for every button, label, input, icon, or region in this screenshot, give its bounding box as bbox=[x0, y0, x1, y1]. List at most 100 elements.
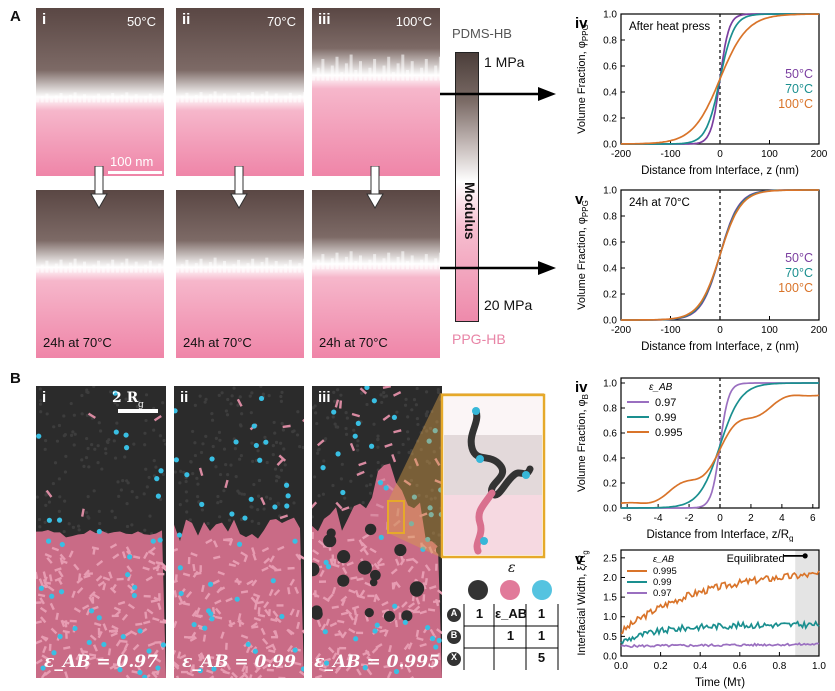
y-axis-label: Volume Fraction, φPPG bbox=[576, 200, 590, 310]
legend-entry: 70°C bbox=[785, 266, 813, 280]
y-tick-label: 0.2 bbox=[603, 479, 617, 490]
matrix-cell: 1 bbox=[537, 628, 546, 643]
y-tick-label: 1.0 bbox=[603, 379, 617, 390]
afm-temperature-label: 50°C bbox=[126, 14, 156, 29]
modulus-colorbar bbox=[455, 52, 479, 322]
x-tick-label: 0 bbox=[717, 325, 723, 336]
x-tick-label: -6 bbox=[623, 513, 632, 524]
x-tick-label: -200 bbox=[611, 325, 631, 336]
y-tick-label: 2.0 bbox=[603, 573, 617, 584]
y-tick-label: 1.0 bbox=[603, 612, 617, 623]
afm-map-tile: 24h at 70°C bbox=[312, 190, 440, 358]
legend-entry: 0.995 bbox=[655, 427, 683, 439]
plot-annotation: After heat press bbox=[629, 21, 710, 33]
afm-map-tile: 24h at 70°C bbox=[36, 190, 164, 358]
series-line-0 bbox=[620, 570, 820, 635]
panel-b-letter: B bbox=[10, 370, 21, 387]
equilibrated-annotation: Equilibrated bbox=[727, 553, 785, 565]
legend-entry: 0.99 bbox=[655, 412, 676, 424]
legend-entry: 0.97 bbox=[653, 588, 672, 599]
epsilon-ab-label: ε_AB = 0.995 bbox=[314, 652, 440, 672]
afm-map-tile: iii 100°C bbox=[312, 8, 440, 176]
zoom-inset bbox=[387, 393, 546, 559]
y-tick-label: 0.0 bbox=[603, 504, 617, 515]
y-tick-label: 0.6 bbox=[603, 62, 617, 73]
matrix-cell: 1 bbox=[475, 606, 484, 621]
y-tick-label: 1.0 bbox=[603, 10, 617, 21]
colorbar-max: 1 MPa bbox=[484, 54, 525, 70]
legend-entry: 100°C bbox=[778, 97, 813, 111]
plot-a-v: -200 -100 0 100 200 0.0 0.2 0.4 0.6 0.8 1.0 Distanc… bbox=[575, 186, 828, 354]
afm-roman-label: ii bbox=[182, 11, 191, 28]
x-tick-label: -100 bbox=[660, 325, 680, 336]
plot-b-iv: -6 -4 -2 0 2 4 6 0.0 0.2 0.4 0.6 0.8 1.0 Distance fro… bbox=[575, 377, 820, 542]
y-tick-label: 0.6 bbox=[603, 238, 617, 249]
y-tick-label: 0.2 bbox=[603, 290, 617, 301]
panel-a-letter: A bbox=[10, 8, 21, 25]
down-arrow-icon bbox=[230, 166, 248, 210]
series-line-1 bbox=[620, 619, 820, 645]
x-tick-label: 2 bbox=[748, 513, 754, 524]
x-axis-label: Distance from Interface, z (nm) bbox=[641, 165, 799, 177]
legend-entry: 100°C bbox=[778, 281, 813, 295]
x-tick-label: 6 bbox=[810, 513, 816, 524]
plot-roman-label: v bbox=[575, 191, 584, 208]
x-tick-label: 0.4 bbox=[693, 661, 707, 672]
y-tick-label: 0.4 bbox=[603, 264, 617, 275]
series-line-1 bbox=[621, 382, 819, 509]
snapshot-roman-label: i bbox=[42, 389, 47, 406]
y-axis-label: Interfacial Width, ξ/Rg bbox=[576, 550, 590, 655]
y-tick-label: 1.0 bbox=[603, 186, 617, 197]
matrix-row-label: X bbox=[450, 652, 457, 662]
afm-map-tile: i 50°C bbox=[36, 8, 164, 176]
y-tick-label: 0.0 bbox=[603, 140, 617, 151]
epsilon-ab-label: ε_AB = 0.99 bbox=[182, 652, 296, 672]
equilibrated-marker bbox=[802, 553, 808, 559]
x-tick-label: -4 bbox=[654, 513, 663, 524]
colorbar-min: 20 MPa bbox=[484, 297, 533, 313]
y-tick-label: 0.4 bbox=[603, 88, 617, 99]
plot-annotation: 24h at 70°C bbox=[629, 197, 690, 209]
afm-map-tile: ii 70°C bbox=[176, 8, 304, 176]
y-axis-label: Volume Fraction, φB bbox=[576, 394, 590, 492]
x-tick-label: 1.0 bbox=[812, 661, 826, 672]
y-tick-label: 0.2 bbox=[603, 114, 617, 125]
y-tick-label: 0.5 bbox=[603, 632, 617, 643]
legend-entry: 0.995 bbox=[653, 566, 677, 577]
scale-bar-subscript: g bbox=[138, 400, 144, 410]
arrow-to-plot-v bbox=[440, 261, 556, 275]
x-tick-label: 100 bbox=[761, 325, 778, 336]
afm-map-tile: 24h at 70°C bbox=[176, 190, 304, 358]
down-arrow-icon bbox=[90, 166, 108, 210]
simulation-snapshot: ii ε_AB = 0.99 bbox=[174, 386, 304, 678]
legend-title: ε_AB bbox=[653, 554, 674, 564]
matrix-row-label: B bbox=[450, 630, 458, 640]
afm-caption: 24h at 70°C bbox=[319, 335, 388, 350]
x-tick-label: 0.6 bbox=[733, 661, 747, 672]
afm-temperature-label: 70°C bbox=[266, 14, 296, 29]
down-arrow-icon bbox=[366, 166, 384, 210]
x-tick-label: 0.0 bbox=[614, 661, 628, 672]
legend-entry: 0.97 bbox=[655, 397, 676, 409]
x-tick-label: 0 bbox=[717, 513, 723, 524]
y-tick-label: 2.5 bbox=[603, 553, 617, 564]
y-tick-label: 0.8 bbox=[603, 212, 617, 223]
afm-temperature-label: 100°C bbox=[395, 14, 432, 29]
scale-bar bbox=[108, 171, 162, 174]
x-axis-label: Time (Mτ) bbox=[695, 677, 745, 689]
bead-b-icon bbox=[500, 580, 520, 600]
colorbar-bottom-label: PPG-HB bbox=[452, 331, 506, 347]
matrix-cell: 5 bbox=[537, 650, 546, 665]
plot-roman-label: v bbox=[575, 551, 584, 568]
epsilon-matrix: ε A 1 ε_AB 1 B 1 1 X 5 bbox=[446, 558, 576, 678]
snapshot-roman-label: iii bbox=[318, 389, 331, 406]
series-line-2 bbox=[621, 13, 819, 145]
bead-x-icon bbox=[532, 580, 552, 600]
y-tick-label: 0.8 bbox=[603, 404, 617, 415]
x-tick-label: -200 bbox=[611, 149, 631, 160]
y-tick-label: 0.0 bbox=[603, 652, 617, 663]
x-tick-label: 0.8 bbox=[772, 661, 786, 672]
colorbar-top-label: PDMS-HB bbox=[452, 26, 512, 41]
plot-frame bbox=[620, 549, 820, 657]
matrix-cell: 1 bbox=[506, 628, 515, 643]
